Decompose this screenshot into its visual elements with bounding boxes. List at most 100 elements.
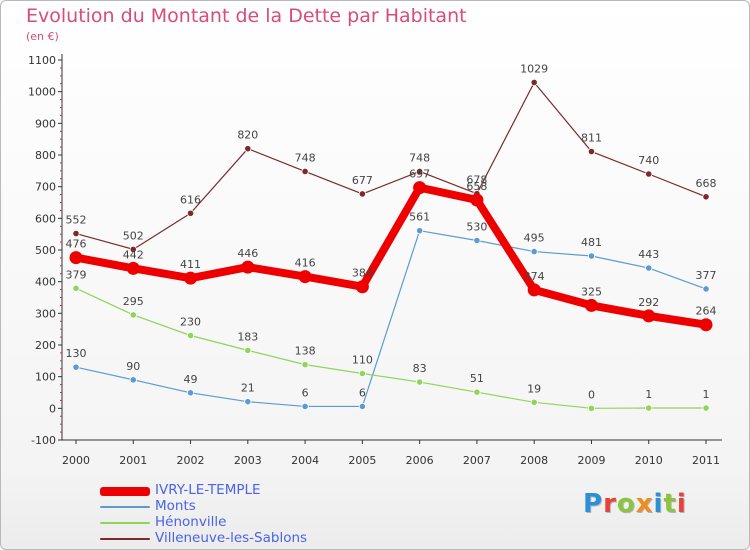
data-label: 295 — [123, 295, 144, 308]
x-tick-label: 2006 — [406, 454, 434, 467]
data-label: 495 — [524, 232, 545, 245]
data-label: 552 — [66, 214, 87, 227]
data-label: 325 — [581, 285, 602, 298]
data-label: 668 — [696, 177, 717, 190]
y-tick-label: 200 — [35, 339, 56, 352]
data-label: 677 — [352, 174, 373, 187]
data-point — [186, 389, 195, 397]
data-label: 183 — [237, 330, 258, 343]
x-tick-label: 2008 — [520, 454, 548, 467]
data-label: 83 — [413, 362, 427, 375]
data-point — [358, 369, 366, 378]
data-label: 443 — [638, 248, 659, 261]
data-label: 230 — [180, 316, 201, 329]
data-label: 1 — [645, 388, 652, 401]
data-point — [129, 311, 137, 319]
series-line — [75, 81, 707, 250]
data-point — [702, 285, 710, 293]
data-point — [126, 261, 140, 275]
data-label: 379 — [66, 268, 87, 281]
logo-letter: i — [676, 489, 687, 519]
data-label: 748 — [295, 151, 316, 164]
data-point — [473, 236, 481, 245]
chart-title: Evolution du Montant de la Dette par Hab… — [26, 5, 467, 27]
data-point — [186, 209, 195, 217]
data-label: 502 — [123, 229, 144, 242]
data-point — [645, 404, 653, 412]
y-tick-label: 1000 — [28, 86, 56, 99]
data-point — [587, 147, 596, 156]
x-tick-label: 2010 — [635, 454, 663, 467]
logo-letter: t — [663, 489, 677, 519]
data-point — [587, 252, 596, 260]
data-label: 481 — [581, 236, 602, 249]
data-label: 740 — [638, 154, 659, 167]
data-label: 374 — [524, 270, 545, 283]
data-point — [470, 193, 484, 207]
x-tick-label: 2007 — [463, 454, 491, 467]
series-ivry-le-temple — [69, 181, 713, 332]
y-tick-label: -100 — [31, 434, 56, 447]
legend-swatch — [100, 506, 150, 508]
x-tick-label: 2004 — [291, 454, 319, 467]
data-point — [530, 398, 538, 406]
data-label: 411 — [180, 258, 201, 271]
data-point — [69, 251, 83, 265]
data-label: 377 — [696, 269, 717, 282]
logo-letter: P — [583, 489, 604, 519]
legend-label: Villeneuve-les-Sablons — [155, 530, 308, 546]
data-label: 697 — [409, 168, 430, 181]
y-tick-label: 800 — [35, 149, 56, 162]
data-point — [416, 378, 424, 386]
data-point — [129, 245, 137, 253]
data-label: 1029 — [520, 62, 548, 75]
data-point — [301, 402, 309, 411]
data-label: 292 — [638, 296, 659, 309]
data-point — [642, 309, 656, 323]
logo-letter: i — [653, 489, 664, 519]
legend-label: Monts — [155, 498, 196, 514]
proxiti-logo: Proxiti — [583, 489, 687, 519]
data-point — [241, 260, 255, 274]
x-tick-label: 2011 — [692, 454, 720, 467]
data-label: 49 — [184, 373, 198, 386]
data-point — [244, 145, 252, 153]
data-point — [645, 170, 653, 178]
data-point — [699, 318, 713, 332]
y-tick-label: 500 — [35, 244, 56, 257]
series-monts — [72, 227, 710, 411]
data-label: 130 — [66, 347, 87, 360]
data-label: 0 — [588, 388, 595, 401]
data-label: 264 — [696, 305, 717, 318]
data-point — [645, 264, 653, 272]
y-tick-label: 700 — [35, 181, 56, 194]
data-point — [184, 271, 198, 285]
data-label: 90 — [126, 360, 140, 373]
data-point — [72, 284, 80, 292]
legend-swatch — [100, 522, 150, 524]
data-label: 476 — [66, 238, 87, 251]
y-tick-label: 100 — [35, 371, 56, 384]
data-label: 616 — [180, 193, 201, 206]
data-point — [244, 346, 252, 354]
legend-item: Hénonville — [100, 514, 360, 531]
data-point — [702, 193, 710, 201]
data-point — [473, 388, 481, 396]
series-line — [72, 183, 710, 329]
data-label: 1 — [703, 388, 710, 401]
y-tick-label: 600 — [35, 212, 56, 225]
y-tick-label: 900 — [35, 117, 56, 130]
data-point — [702, 404, 710, 412]
data-point — [584, 298, 598, 312]
logo-letter: o — [616, 489, 636, 519]
data-point — [587, 404, 596, 412]
legend-swatch — [100, 486, 150, 496]
legend-item: IVRY-LE-TEMPLE — [100, 482, 360, 499]
data-point — [186, 331, 195, 340]
data-label: 678 — [466, 174, 487, 187]
legend-label: Hénonville — [155, 514, 227, 530]
data-point — [530, 247, 538, 256]
data-label: 530 — [466, 221, 487, 234]
data-point — [298, 270, 312, 284]
